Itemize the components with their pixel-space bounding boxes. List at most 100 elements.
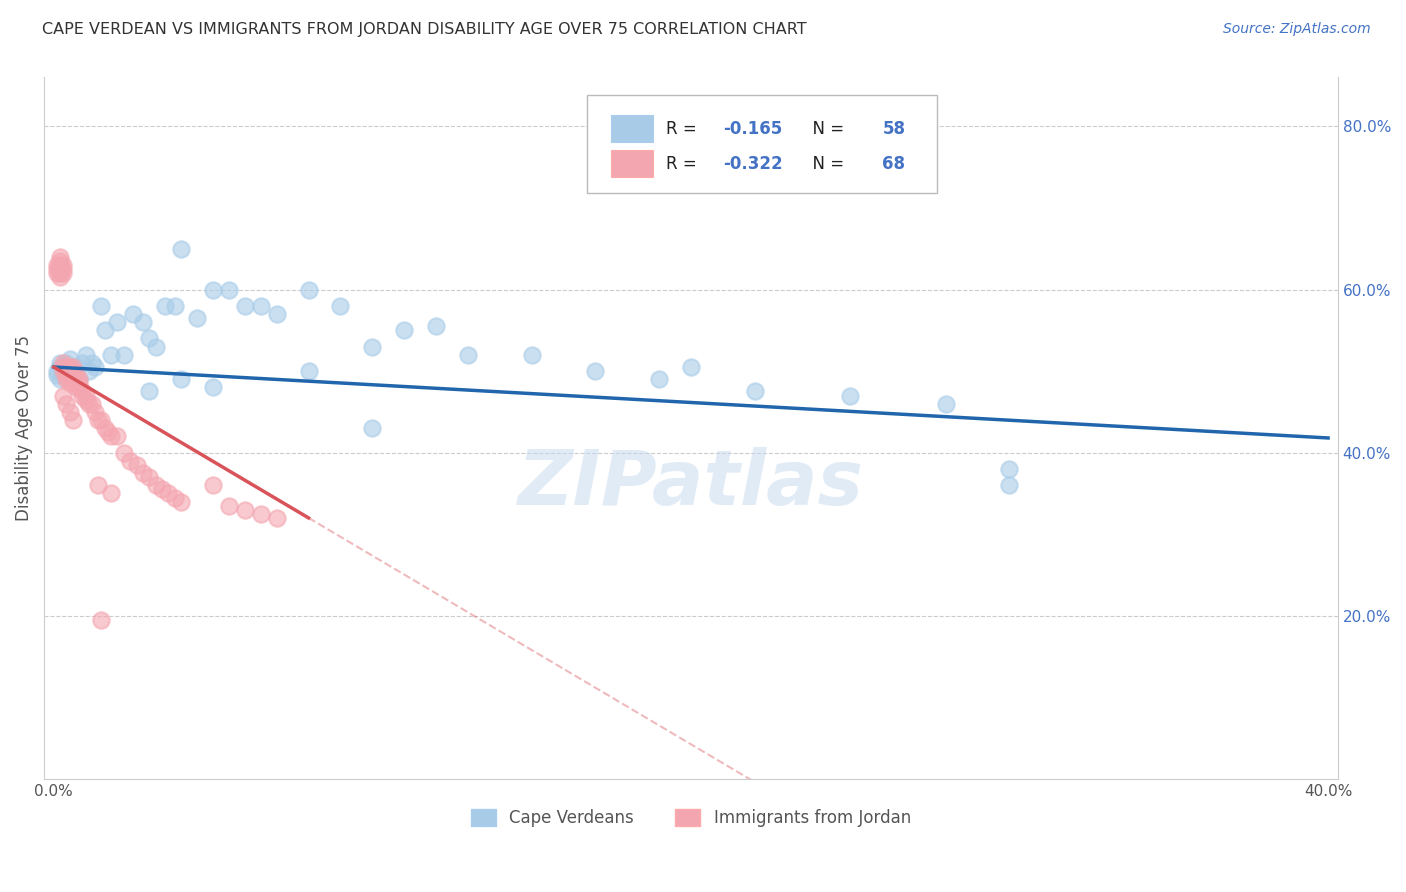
- Point: [329, 299, 352, 313]
- Point: [52, 258, 75, 272]
- Point: [65, 368, 87, 383]
- Point: [170, 494, 193, 508]
- Point: [62, 359, 84, 374]
- Text: Source: ZipAtlas.com: Source: ZipAtlas.com: [1223, 22, 1371, 37]
- Point: [425, 319, 447, 334]
- Point: [138, 470, 160, 484]
- Point: [49, 258, 72, 272]
- Point: [170, 372, 193, 386]
- Point: [49, 270, 72, 285]
- Point: [163, 491, 186, 505]
- Point: [457, 348, 479, 362]
- Text: N =: N =: [801, 154, 849, 173]
- Point: [297, 283, 319, 297]
- Legend: Cape Verdeans, Immigrants from Jordan: Cape Verdeans, Immigrants from Jordan: [464, 802, 918, 834]
- Point: [55, 364, 77, 378]
- Point: [150, 483, 173, 497]
- Point: [55, 359, 77, 374]
- Point: [62, 368, 84, 383]
- Point: [49, 372, 72, 386]
- Point: [153, 299, 176, 313]
- Point: [59, 359, 82, 374]
- Point: [90, 613, 112, 627]
- Point: [52, 368, 75, 383]
- FancyBboxPatch shape: [588, 95, 936, 194]
- Point: [87, 413, 110, 427]
- Point: [59, 368, 82, 383]
- Point: [233, 299, 256, 313]
- Point: [67, 372, 90, 386]
- Point: [201, 380, 224, 394]
- Point: [72, 384, 94, 399]
- Point: [112, 445, 135, 459]
- Point: [186, 311, 208, 326]
- Point: [65, 372, 87, 386]
- Point: [125, 458, 148, 472]
- Point: [87, 478, 110, 492]
- Point: [75, 388, 97, 402]
- Point: [49, 254, 72, 268]
- Point: [49, 356, 72, 370]
- Point: [90, 413, 112, 427]
- Text: -0.322: -0.322: [723, 154, 783, 173]
- Point: [132, 315, 155, 329]
- Point: [67, 372, 90, 386]
- Point: [97, 425, 120, 440]
- Point: [72, 356, 94, 370]
- FancyBboxPatch shape: [610, 151, 654, 177]
- Point: [361, 421, 384, 435]
- Point: [55, 368, 77, 383]
- Text: N =: N =: [801, 120, 849, 137]
- Point: [361, 340, 384, 354]
- Point: [75, 348, 97, 362]
- Point: [297, 364, 319, 378]
- Point: [62, 364, 84, 378]
- Point: [62, 372, 84, 386]
- Point: [62, 364, 84, 378]
- Point: [65, 359, 87, 374]
- Point: [59, 372, 82, 386]
- Point: [583, 364, 606, 378]
- Point: [120, 454, 142, 468]
- Point: [77, 397, 100, 411]
- Point: [112, 348, 135, 362]
- Y-axis label: Disability Age Over 75: Disability Age Over 75: [15, 335, 32, 521]
- Text: 68: 68: [883, 154, 905, 173]
- Point: [520, 348, 543, 362]
- Point: [122, 307, 145, 321]
- Point: [84, 359, 107, 374]
- Point: [145, 478, 167, 492]
- Point: [100, 486, 122, 500]
- Point: [201, 283, 224, 297]
- Point: [67, 380, 90, 394]
- Point: [80, 397, 103, 411]
- Point: [52, 359, 75, 374]
- Point: [59, 405, 82, 419]
- Point: [55, 356, 77, 370]
- Point: [84, 405, 107, 419]
- Point: [52, 262, 75, 277]
- Point: [67, 376, 90, 391]
- Point: [998, 478, 1021, 492]
- Point: [249, 507, 271, 521]
- Point: [132, 466, 155, 480]
- Point: [100, 429, 122, 443]
- Point: [93, 323, 115, 337]
- Point: [52, 359, 75, 374]
- Point: [52, 364, 75, 378]
- Text: -0.165: -0.165: [723, 120, 783, 137]
- FancyBboxPatch shape: [610, 115, 654, 142]
- Point: [392, 323, 415, 337]
- Point: [679, 359, 702, 374]
- Point: [52, 266, 75, 280]
- Point: [75, 392, 97, 407]
- Point: [839, 388, 862, 402]
- Point: [52, 356, 75, 370]
- Point: [49, 250, 72, 264]
- Point: [65, 380, 87, 394]
- Point: [55, 364, 77, 378]
- Point: [65, 376, 87, 391]
- Point: [218, 283, 240, 297]
- Point: [163, 299, 186, 313]
- Point: [157, 486, 180, 500]
